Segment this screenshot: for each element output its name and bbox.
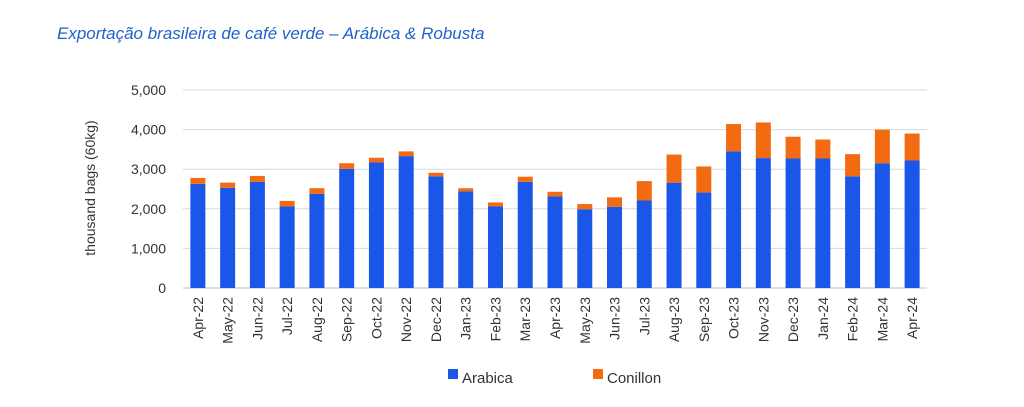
bar-arabica-apr-22: [190, 183, 206, 288]
bar-conillon-jun-23: [607, 197, 623, 207]
bar-conillon-oct-22: [368, 157, 384, 163]
bar-arabica-nov-23: [755, 158, 771, 288]
x-tick-label: Sep-22: [339, 297, 355, 342]
bar-arabica-apr-23: [547, 196, 563, 288]
x-tick-label: Apr-24: [904, 297, 920, 339]
bar-conillon-jun-22: [249, 175, 265, 182]
bar-conillon-apr-23: [547, 191, 563, 197]
y-tick-label: 3,000: [131, 161, 166, 177]
bar-arabica-jun-23: [607, 206, 623, 288]
bar-conillon-mar-23: [517, 176, 533, 182]
y-tick-label: 5,000: [131, 82, 166, 98]
y-tick-label: 1,000: [131, 240, 166, 256]
x-tick-label: Jul-22: [279, 297, 295, 335]
x-tick-label: Feb-24: [845, 297, 861, 342]
bar-arabica-dec-22: [428, 176, 444, 288]
bar-arabica-may-23: [577, 209, 593, 288]
bar-arabica-feb-23: [487, 206, 503, 288]
bar-conillon-jan-23: [458, 188, 474, 192]
bar-arabica-oct-22: [368, 162, 384, 288]
x-tick-label: Aug-23: [666, 297, 682, 342]
bar-conillon-may-23: [577, 204, 593, 210]
x-tick-label: Oct-22: [368, 297, 384, 339]
bar-arabica-aug-22: [309, 193, 325, 288]
y-tick-label: 4,000: [131, 122, 166, 138]
bar-arabica-nov-22: [398, 156, 414, 288]
bar-arabica-jul-22: [279, 206, 295, 288]
bar-arabica-aug-23: [666, 182, 682, 288]
bar-arabica-sep-22: [339, 168, 355, 288]
legend: Arabica Conillon: [448, 369, 661, 387]
bar-conillon-apr-24: [904, 133, 920, 161]
bar-conillon-jul-23: [636, 181, 652, 201]
bar-arabica-jun-22: [249, 181, 265, 288]
bar-arabica-dec-23: [785, 158, 801, 288]
bar-conillon-feb-24: [845, 154, 861, 177]
x-tick-label: May-22: [220, 297, 236, 344]
y-tick-labels: 0 1,000 2,000 3,000 4,000 5,000: [131, 82, 166, 296]
bar-arabica-feb-24: [845, 176, 861, 288]
legend-swatch-conillon: [593, 369, 603, 379]
bar-arabica-may-22: [220, 187, 236, 288]
bar-arabica-apr-24: [904, 160, 920, 288]
bar-arabica-mar-23: [517, 181, 533, 288]
bar-conillon-feb-23: [487, 202, 503, 207]
bar-conillon-mar-24: [874, 129, 890, 164]
x-tick-label: Oct-23: [726, 297, 742, 339]
bar-conillon-sep-22: [339, 163, 355, 169]
bars: [190, 122, 920, 288]
bar-arabica-jan-23: [458, 191, 474, 288]
bar-arabica-jan-24: [815, 158, 831, 288]
bar-conillon-oct-23: [726, 124, 742, 152]
x-tick-label: Jun-22: [249, 297, 265, 340]
x-tick-labels: Apr-22 May-22 Jun-22 Jul-22 Aug-22 Sep-22 Oct-…: [190, 297, 920, 344]
x-tick-label: Sep-23: [696, 297, 712, 342]
x-tick-label: Aug-22: [309, 297, 325, 342]
bar-arabica-mar-24: [874, 163, 890, 288]
bar-conillon-aug-22: [309, 188, 325, 194]
x-tick-label: Dec-23: [785, 297, 801, 342]
x-tick-label: Apr-22: [190, 297, 206, 339]
bar-arabica-oct-23: [726, 151, 742, 288]
bar-conillon-nov-23: [755, 122, 771, 159]
y-tick-label: 2,000: [131, 201, 166, 217]
bar-conillon-dec-22: [428, 172, 444, 177]
legend-label-conillon: Conillon: [607, 370, 661, 387]
x-tick-label: May-23: [577, 297, 593, 344]
bar-conillon-sep-23: [696, 166, 712, 193]
x-tick-label: Nov-22: [398, 297, 414, 342]
legend-label-arabica: Arabica: [462, 370, 514, 387]
chart-title: Exportação brasileira de café verde – Ar…: [57, 24, 485, 43]
x-tick-label: Apr-23: [547, 297, 563, 339]
y-tick-label: 0: [158, 280, 166, 296]
x-tick-label: Jun-23: [607, 297, 623, 340]
bar-conillon-apr-22: [190, 177, 206, 184]
bar-arabica-sep-23: [696, 192, 712, 288]
x-tick-label: Mar-24: [874, 297, 890, 342]
bar-conillon-may-22: [220, 182, 236, 188]
bar-conillon-dec-23: [785, 136, 801, 159]
bar-arabica-jul-23: [636, 200, 652, 288]
x-tick-label: Mar-23: [517, 297, 533, 342]
bar-conillon-nov-22: [398, 151, 414, 157]
x-tick-label: Jan-24: [815, 297, 831, 340]
x-tick-label: Nov-23: [755, 297, 771, 342]
y-axis-label: thousand bags (60kg): [82, 120, 98, 255]
legend-swatch-arabica: [448, 369, 458, 379]
x-tick-label: Feb-23: [487, 297, 503, 342]
bar-conillon-aug-23: [666, 154, 682, 183]
x-tick-label: Jan-23: [458, 297, 474, 340]
bar-conillon-jul-22: [279, 200, 295, 207]
x-tick-label: Jul-23: [636, 297, 652, 335]
x-tick-label: Dec-22: [428, 297, 444, 342]
bar-conillon-jan-24: [815, 139, 831, 159]
